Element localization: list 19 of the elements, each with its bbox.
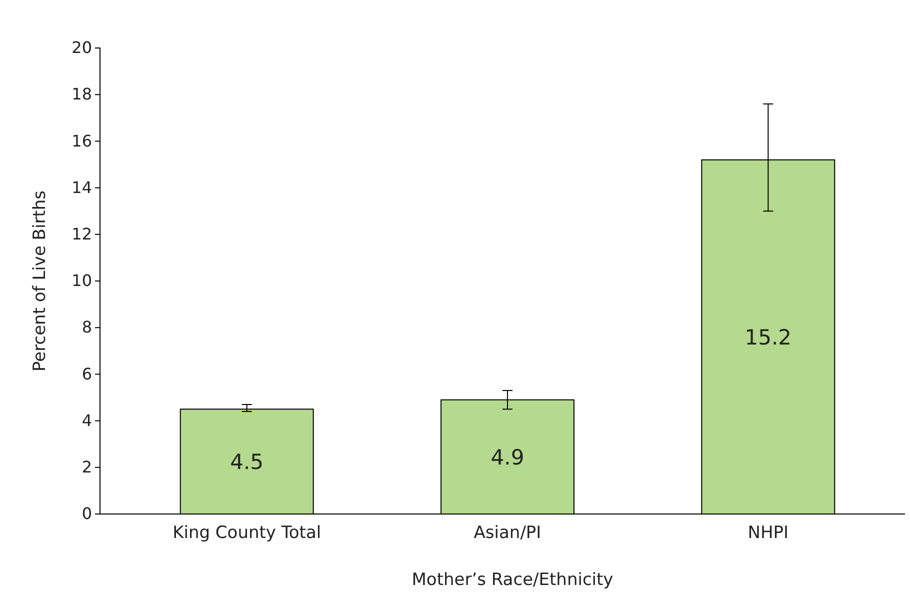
data-label: 4.5 <box>230 450 264 474</box>
y-tick-label: 4 <box>82 410 92 430</box>
y-tick-label: 20 <box>72 38 92 58</box>
x-tick-label: Asian/PI <box>474 523 542 544</box>
y-tick-label: 14 <box>72 178 92 197</box>
x-tick-label: King County Total <box>172 523 322 544</box>
y-tick-label: 16 <box>72 131 92 150</box>
data-label: 4.9 <box>490 445 524 470</box>
x-tick-label: NHPI <box>748 523 789 544</box>
y-tick-label: 12 <box>72 224 92 244</box>
x-axis-title: Mother’s Race/Ethnicity <box>412 570 614 590</box>
y-axis-title: Percent of Live Births <box>30 190 50 372</box>
data-label: 15.2 <box>744 325 792 350</box>
y-tick-label: 6 <box>82 364 92 384</box>
y-tick-label: 8 <box>82 318 92 337</box>
y-tick-label: 0 <box>82 504 92 524</box>
y-tick-label: 10 <box>72 271 92 290</box>
y-tick-label: 2 <box>82 458 92 477</box>
y-tick-label: 18 <box>72 84 92 104</box>
